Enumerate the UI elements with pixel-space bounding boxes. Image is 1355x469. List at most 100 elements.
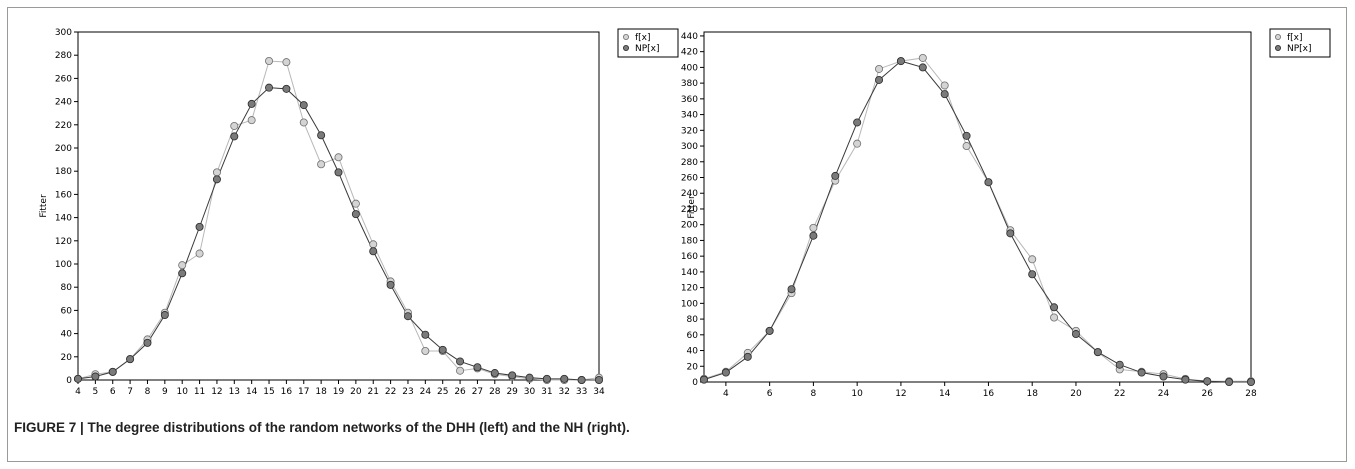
figure-caption: FIGURE 7 | The degree distributions of t…	[14, 420, 630, 435]
x-tick-label: 30	[524, 387, 536, 397]
x-tick-label: 23	[402, 387, 413, 397]
data-point-npx	[765, 326, 774, 335]
x-tick-label: 33	[576, 387, 587, 397]
y-tick-label: 100	[681, 299, 698, 309]
y-tick-label: 380	[681, 79, 698, 89]
data-point-npx	[473, 363, 482, 372]
data-point-npx	[299, 101, 308, 110]
y-tick-label: 220	[55, 121, 72, 131]
data-point-npx	[1115, 360, 1124, 369]
data-point-npx	[456, 357, 465, 366]
data-point-npx	[108, 367, 117, 376]
x-tick-label: 14	[939, 389, 951, 399]
data-point-npx	[369, 247, 378, 256]
x-tick-label: 6	[110, 387, 116, 397]
x-tick-label: 8	[145, 387, 151, 397]
y-tick-label: 40	[61, 330, 73, 340]
y-tick-label: 180	[55, 167, 72, 177]
x-tick-label: 10	[851, 389, 863, 399]
y-tick-label: 320	[681, 126, 698, 136]
data-point-npx	[421, 330, 430, 339]
data-point-npx	[721, 368, 730, 377]
data-point-npx	[560, 374, 569, 383]
x-tick-label: 18	[315, 387, 327, 397]
x-tick-label: 24	[1158, 389, 1170, 399]
y-tick-label: 200	[55, 144, 72, 154]
x-tick-label: 26	[454, 387, 466, 397]
y-tick-label: 160	[681, 252, 698, 262]
data-point-fx	[809, 223, 818, 232]
y-tick-label: 20	[61, 353, 73, 363]
data-point-fx	[369, 240, 378, 249]
data-point-fx	[230, 121, 239, 130]
legend-label: f[x]	[635, 33, 651, 43]
y-tick-label: 240	[681, 189, 698, 199]
x-tick-label: 17	[298, 387, 309, 397]
y-tick-label: 360	[681, 95, 698, 105]
data-point-fx	[1050, 313, 1059, 322]
y-tick-label: 0	[692, 378, 698, 388]
data-point-npx	[1247, 377, 1256, 386]
data-point-fx	[282, 58, 291, 67]
x-tick-label: 22	[1114, 389, 1125, 399]
data-point-npx	[178, 269, 187, 278]
x-tick-label: 32	[559, 387, 570, 397]
y-axis-label: Fitter	[39, 194, 49, 218]
y-tick-label: 260	[55, 74, 72, 84]
data-point-npx	[962, 131, 971, 140]
x-tick-label: 12	[211, 387, 222, 397]
data-point-npx	[1071, 330, 1080, 339]
data-point-npx	[212, 175, 221, 184]
y-tick-label: 300	[55, 28, 72, 38]
y-tick-label: 300	[681, 142, 698, 152]
y-tick-label: 140	[55, 214, 72, 224]
data-point-fx	[265, 57, 274, 66]
data-point-npx	[195, 222, 204, 231]
x-tick-label: 4	[723, 389, 729, 399]
data-point-npx	[126, 355, 135, 364]
y-tick-label: 140	[681, 268, 698, 278]
legend-label: NP[x]	[1287, 44, 1312, 54]
x-tick-label: 29	[506, 387, 518, 397]
legend-marker	[623, 34, 630, 41]
data-point-npx	[984, 178, 993, 187]
y-tick-label: 0	[66, 376, 72, 386]
data-point-npx	[282, 84, 291, 93]
x-tick-label: 20	[1070, 389, 1082, 399]
data-point-fx	[456, 366, 465, 375]
y-tick-label: 40	[687, 347, 699, 357]
plot-area	[703, 31, 1252, 383]
data-point-fx	[940, 81, 949, 90]
data-point-npx	[438, 345, 447, 354]
y-tick-label: 340	[681, 111, 698, 121]
data-point-fx	[875, 64, 884, 73]
y-tick-label: 120	[681, 284, 698, 294]
x-tick-label: 22	[385, 387, 396, 397]
y-tick-label: 440	[681, 32, 698, 42]
data-point-npx	[1203, 377, 1212, 386]
data-point-fx	[247, 116, 256, 125]
data-point-fx	[212, 168, 221, 177]
x-tick-label: 6	[767, 389, 773, 399]
x-tick-label: 16	[281, 387, 293, 397]
legend-box	[617, 28, 679, 58]
y-tick-label: 280	[681, 158, 698, 168]
data-point-npx	[1028, 270, 1037, 279]
data-point-npx	[525, 373, 534, 382]
y-tick-label: 120	[55, 237, 72, 247]
x-tick-label: 28	[489, 387, 501, 397]
data-point-npx	[74, 374, 83, 383]
y-axis-label: Fitter	[687, 195, 697, 219]
y-tick-label: 160	[55, 190, 72, 200]
x-tick-label: 5	[92, 387, 98, 397]
data-point-fx	[1028, 255, 1037, 264]
y-tick-label: 100	[55, 260, 72, 270]
data-point-npx	[403, 312, 412, 321]
data-point-npx	[831, 171, 840, 180]
chart-left: 0 20 40 60 80 100 120 140 160 180 200 220 240 260 280 3…	[39, 28, 679, 397]
data-point-npx	[1006, 229, 1015, 238]
data-point-npx	[160, 311, 169, 320]
x-tick-label: 18	[1026, 389, 1038, 399]
data-point-fx	[962, 142, 971, 151]
y-tick-label: 60	[61, 306, 73, 316]
